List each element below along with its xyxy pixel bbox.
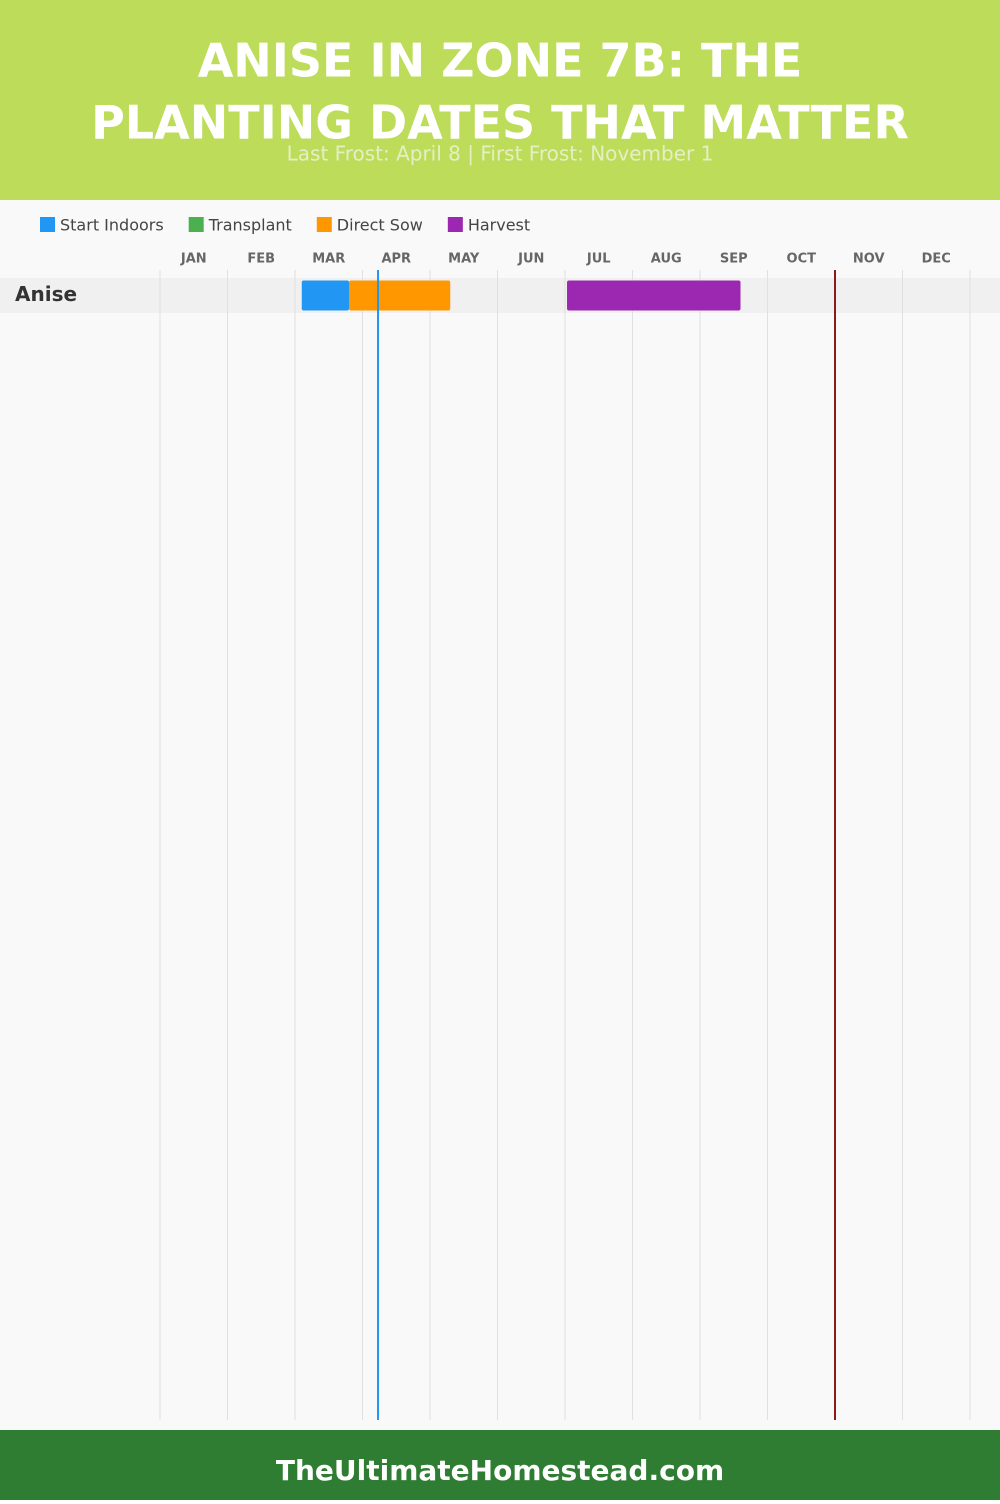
- footer-text: TheUltimateHomestead.com: [276, 1454, 724, 1487]
- chart-title: ANISE IN ZONE 7B: THE: [198, 34, 803, 88]
- x-tick-label: SEP: [720, 252, 748, 267]
- row-band: [0, 278, 1000, 313]
- x-tick-label: NOV: [853, 252, 885, 267]
- bar: [567, 280, 741, 311]
- legend-swatch: [447, 217, 463, 232]
- bar: [301, 280, 349, 311]
- x-tick-label: AUG: [651, 252, 682, 267]
- footer: [0, 1430, 1000, 1500]
- chart-title: PLANTING DATES THAT MATTER: [91, 96, 909, 150]
- legend-label: Harvest: [468, 216, 530, 235]
- bar: [349, 280, 451, 311]
- x-tick-label: OCT: [787, 252, 817, 267]
- legend-swatch: [40, 217, 55, 232]
- header: [0, 0, 1000, 200]
- legend-swatch: [316, 217, 332, 232]
- legend-label: Start Indoors: [60, 216, 164, 235]
- x-tick-label: MAY: [448, 252, 480, 267]
- legend-label: Transplant: [208, 216, 292, 235]
- legend-label: Direct Sow: [337, 216, 423, 235]
- x-tick-label: JUN: [517, 252, 544, 267]
- x-tick-label: MAR: [312, 252, 345, 267]
- chart-subtitle: Last Frost: April 8 | First Frost: Novem…: [287, 142, 714, 166]
- x-tick-label: JAN: [180, 252, 207, 267]
- x-tick-label: DEC: [922, 252, 951, 267]
- legend-swatch: [188, 217, 204, 232]
- row-label: Anise: [15, 282, 77, 306]
- x-tick-label: JUL: [586, 252, 611, 267]
- x-tick-label: FEB: [247, 252, 275, 267]
- x-tick-label: APR: [381, 252, 411, 267]
